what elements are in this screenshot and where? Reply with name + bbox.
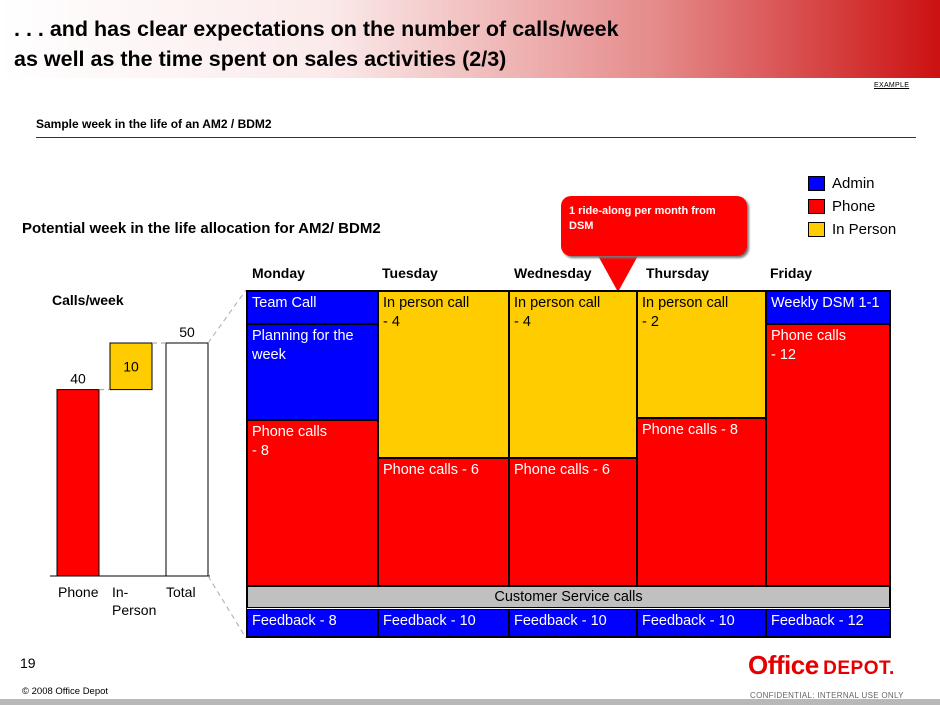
friday-phone-label: Phone calls	[771, 328, 846, 344]
wednesday-phone-label: Phone calls - 6	[514, 462, 610, 478]
friday-feedback: Feedback - 12	[766, 609, 890, 637]
category-label: Total	[166, 584, 196, 600]
monday-phone-calls: Phone calls - 8	[247, 420, 378, 586]
wednesday-feedback-label: Feedback - 10	[514, 613, 607, 629]
tuesday-in-person: In person call - 4	[378, 291, 509, 458]
weekly-calendar: Team Call Planning for the week Phone ca…	[246, 290, 891, 638]
friday-dsm-label: Weekly DSM 1-1	[771, 295, 880, 311]
customer-service-label: Customer Service calls	[494, 589, 643, 605]
monday-phone-label: Phone calls	[252, 424, 327, 440]
friday-dsm: Weekly DSM 1-1	[766, 291, 890, 324]
slide-subtitle: Sample week in the life of an AM2 / BDM2	[36, 117, 272, 131]
thursday-feedback: Feedback - 10	[637, 609, 766, 637]
thursday-phone-calls: Phone calls - 8	[637, 418, 766, 586]
subtitle-divider	[36, 137, 916, 138]
title-banner: . . . and has clear expectations on the …	[0, 0, 940, 78]
calls-week-chart-title: Calls/week	[52, 292, 124, 308]
day-header-wednesday: Wednesday	[514, 265, 592, 281]
friday-feedback-label: Feedback - 12	[771, 613, 864, 629]
thursday-in-person-label: In person call	[642, 295, 729, 311]
category-label: Phone	[58, 584, 99, 600]
tuesday-in-person-count: - 4	[383, 314, 400, 330]
callout-pointer	[596, 252, 640, 292]
customer-service-calls: Customer Service calls	[247, 586, 890, 608]
slide-title-line-1: . . . and has clear expectations on the …	[14, 17, 619, 41]
category-label: In-	[112, 584, 129, 600]
bar-in-person	[109, 342, 153, 391]
wednesday-feedback: Feedback - 10	[509, 609, 637, 637]
friday-phone-count: - 12	[771, 347, 796, 363]
wednesday-in-person-label: In person call	[514, 295, 601, 311]
day-header-tuesday: Tuesday	[382, 265, 438, 281]
thursday-in-person-count: - 2	[642, 314, 659, 330]
confidential-note: CONFIDENTIAL: INTERNAL USE ONLY	[750, 691, 904, 700]
copyright: © 2008 Office Depot	[22, 686, 109, 697]
monday-feedback: Feedback - 8	[247, 609, 378, 637]
day-header-friday: Friday	[770, 265, 813, 281]
tuesday-feedback: Feedback - 10	[378, 609, 509, 637]
zoom-line	[207, 289, 247, 344]
tuesday-in-person-label: In person call	[383, 295, 470, 311]
legend-swatch-phone	[808, 199, 825, 214]
monday-feedback-label: Feedback - 8	[252, 613, 337, 629]
tuesday-feedback-label: Feedback - 10	[383, 613, 476, 629]
legend-label-admin: Admin	[832, 175, 875, 192]
office-depot-logo: Office DEPOT.	[748, 650, 895, 680]
thursday-phone-label: Phone calls - 8	[642, 422, 738, 438]
thursday-in-person: In person call - 2	[637, 291, 766, 418]
callout-text: 1 ride-along per month from DSM	[569, 205, 716, 232]
value-label-in-person: 10	[123, 358, 139, 374]
monday-team-call: Team Call	[247, 291, 378, 324]
chart-heading: Potential week in the life allocation fo…	[22, 220, 381, 237]
monday-planning: Planning for the week	[247, 324, 378, 420]
value-label-total: 50	[179, 324, 195, 340]
monday-planning-label: Planning for the week	[252, 328, 354, 363]
slide-title-line-2: as well as the time spent on sales activ…	[14, 47, 507, 71]
legend-swatch-in-person	[808, 222, 825, 237]
wednesday-in-person: In person call - 4	[509, 291, 637, 458]
category-label: Person	[112, 602, 156, 618]
thursday-feedback-label: Feedback - 10	[642, 613, 735, 629]
day-header-monday: Monday	[252, 265, 305, 281]
page-number: 19	[20, 655, 36, 671]
day-header-thursday: Thursday	[646, 265, 710, 281]
legend-swatch-admin	[808, 176, 825, 191]
tuesday-phone-label: Phone calls - 6	[383, 462, 479, 478]
value-label-phone: 40	[70, 371, 86, 387]
example-tag: EXAMPLE	[874, 82, 910, 89]
ride-along-callout: 1 ride-along per month from DSM	[561, 196, 747, 256]
friday-phone-calls: Phone calls - 12	[766, 324, 890, 586]
wednesday-in-person-count: - 4	[514, 314, 531, 330]
legend-label-in-person: In Person	[832, 221, 897, 238]
wednesday-phone-calls: Phone calls - 6	[509, 458, 637, 586]
bar-phone	[56, 389, 100, 577]
monday-team-call-label: Team Call	[252, 295, 317, 311]
bar-total	[165, 342, 209, 577]
footer-strip	[0, 699, 940, 705]
legend-label-phone: Phone	[832, 198, 876, 215]
tuesday-phone-calls: Phone calls - 6	[378, 458, 509, 586]
monday-phone-count: - 8	[252, 443, 269, 459]
zoom-line	[207, 575, 247, 639]
